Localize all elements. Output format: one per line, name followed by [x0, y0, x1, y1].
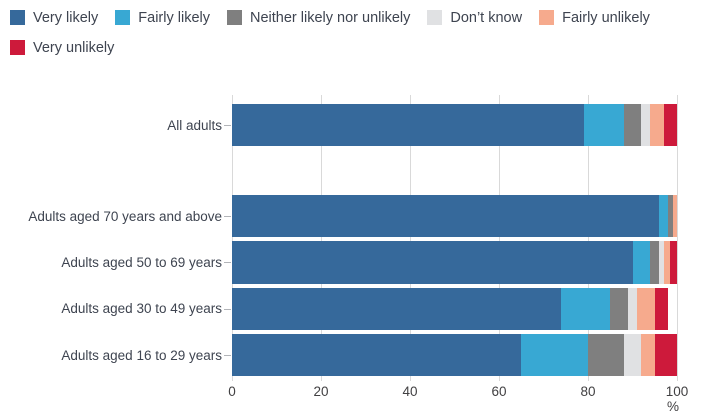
- legend-label: Fairly likely: [138, 9, 210, 26]
- category-label-adults-aged-30-to-49-years: Adults aged 30 to 49 years: [61, 301, 222, 317]
- bar-segment-fairly-likely: [521, 334, 588, 377]
- legend-swatch-icon: [115, 10, 131, 25]
- legend-item-neither-likely-nor-unlikely: Neither likely nor unlikely: [226, 6, 411, 29]
- category-tick-mark: [224, 355, 231, 357]
- legend-swatch-icon: [10, 40, 25, 55]
- x-tick-label: 0: [228, 383, 236, 399]
- bar-segment-very-unlikely: [654, 334, 677, 377]
- category-label-adults-aged-16-to-29-years: Adults aged 16 to 29 years: [61, 347, 222, 363]
- legend-item-very-unlikely: Very unlikely: [10, 36, 114, 59]
- category-label-all-adults: All adults: [167, 117, 222, 133]
- bar-segment-fairly-unlikely: [672, 195, 677, 238]
- legend-item-fairly-likely: Fairly likely: [115, 6, 210, 29]
- bar-segment-fairly-unlikely: [663, 241, 671, 284]
- bar-row-adults-aged-50-to-69-years: [232, 241, 677, 284]
- category-tick-mark: [224, 216, 231, 218]
- bar-row-adults-aged-30-to-49-years: [232, 287, 669, 330]
- x-axis-unit-label: %: [666, 398, 679, 414]
- bar-segment-don-t-know: [623, 334, 642, 377]
- category-tick-mark: [224, 125, 231, 127]
- bar-row-adults-aged-70-years-and-above: [232, 195, 677, 238]
- legend-swatch-icon: [226, 10, 242, 25]
- bar-segment-neither-likely-nor-unlikely: [650, 241, 660, 284]
- x-tick-label: 80: [580, 383, 596, 399]
- bar-segment-very-likely: [232, 334, 522, 377]
- gridline: [410, 95, 411, 381]
- gridline: [232, 95, 233, 381]
- bar-segment-very-unlikely: [670, 241, 677, 284]
- bar-segment-fairly-unlikely: [641, 334, 655, 377]
- bar-segment-fairly-likely: [632, 241, 651, 284]
- legend-item-very-likely: Very likely: [10, 6, 98, 29]
- legend-label: Very unlikely: [33, 39, 115, 56]
- bar-row-adults-aged-16-to-29-years: [232, 334, 677, 377]
- chart-legend: Very likely Fairly likely Neither likely n…: [10, 6, 654, 59]
- bar-segment-fairly-likely: [583, 104, 624, 147]
- x-tick-label: 40: [402, 383, 418, 399]
- bar-segment-fairly-likely: [659, 195, 669, 238]
- x-tick-label: 100: [665, 383, 689, 399]
- legend-item-fairly-unlikely: Fairly unlikely: [539, 6, 650, 29]
- category-label-adults-aged-50-to-69-years: Adults aged 50 to 69 years: [61, 254, 222, 270]
- bar-segment-very-unlikely: [654, 287, 669, 330]
- legend-label: Don’t know: [450, 9, 523, 26]
- legend-item-don-t-know: Don’t know: [427, 6, 522, 29]
- bar-segment-fairly-likely: [561, 287, 611, 330]
- bar-segment-neither-likely-nor-unlikely: [588, 334, 624, 377]
- bar-segment-don-t-know: [641, 104, 651, 147]
- legend-label: Neither likely nor unlikely: [249, 9, 411, 26]
- bar-segment-very-unlikely: [663, 104, 677, 147]
- legend-label: Fairly unlikely: [562, 9, 650, 26]
- bar-row-all-adults: [232, 104, 677, 147]
- bar-segment-fairly-unlikely: [650, 104, 664, 147]
- category-tick-mark: [224, 308, 231, 310]
- bar-segment-neither-likely-nor-unlikely: [668, 195, 673, 238]
- bar-segment-very-likely: [232, 195, 660, 238]
- bar-segment-don-t-know: [628, 287, 637, 330]
- bar-segment-very-likely: [232, 241, 633, 284]
- x-tick-label: 20: [313, 383, 329, 399]
- category-tick-mark: [224, 262, 231, 264]
- legend-swatch-icon: [539, 10, 555, 25]
- bar-segment-neither-likely-nor-unlikely: [623, 104, 642, 147]
- bar-segment-don-t-know: [659, 241, 664, 284]
- gridline: [499, 95, 500, 381]
- legend-label: Very likely: [33, 9, 99, 26]
- category-label-adults-aged-70-years-and-above: Adults aged 70 years and above: [28, 208, 222, 224]
- bar-segment-fairly-unlikely: [636, 287, 655, 330]
- gridline: [321, 95, 322, 381]
- legend-swatch-icon: [427, 10, 443, 25]
- bar-segment-very-likely: [232, 104, 584, 147]
- gridline: [677, 95, 678, 381]
- gridline: [588, 95, 589, 381]
- bar-segment-neither-likely-nor-unlikely: [610, 287, 629, 330]
- x-tick-label: 60: [491, 383, 507, 399]
- legend-swatch-icon: [10, 10, 25, 25]
- bar-segment-very-likely: [232, 287, 562, 330]
